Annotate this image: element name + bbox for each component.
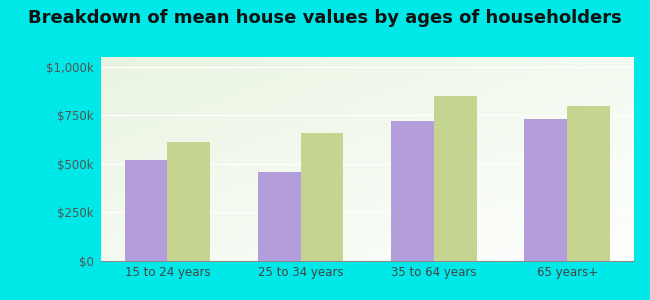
Bar <box>525 119 567 261</box>
Bar <box>567 106 610 261</box>
Bar <box>300 133 343 261</box>
Bar <box>125 160 168 261</box>
Bar <box>168 142 210 261</box>
Bar <box>258 172 300 261</box>
Text: Breakdown of mean house values by ages of householders: Breakdown of mean house values by ages o… <box>28 9 622 27</box>
Bar <box>391 121 434 261</box>
Bar <box>434 96 476 261</box>
